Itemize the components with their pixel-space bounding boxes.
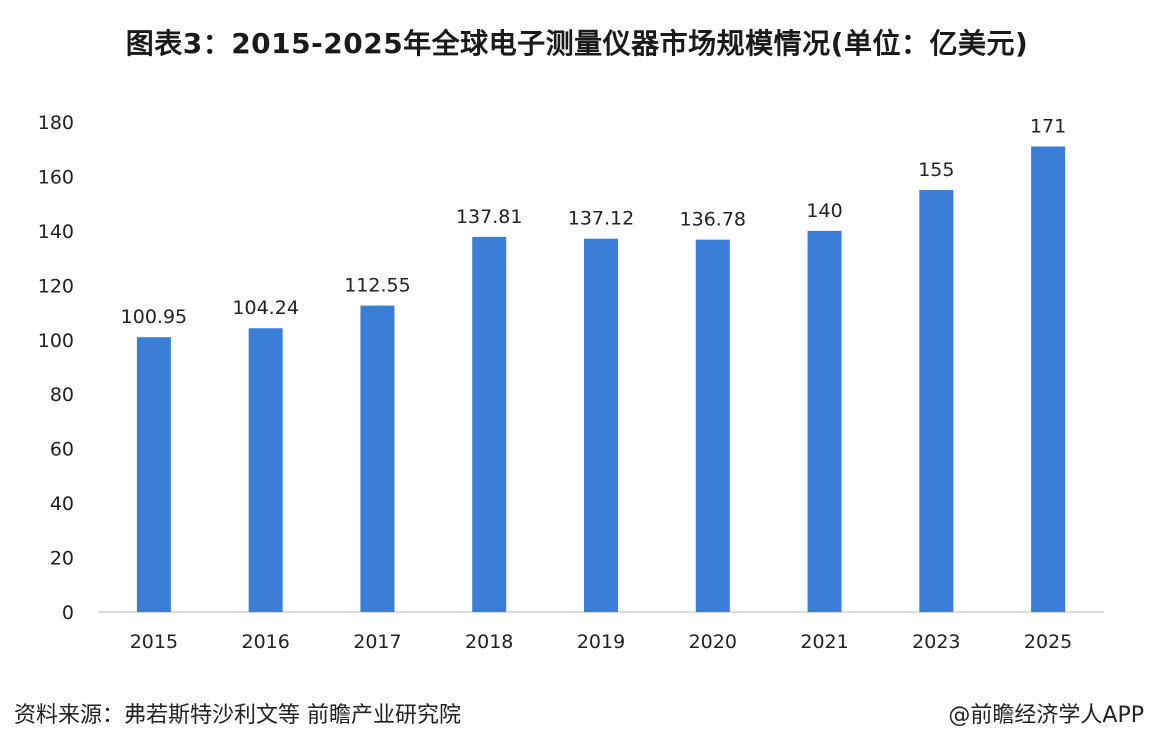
bar-2015 xyxy=(136,337,171,612)
x-tick-label: 2021 xyxy=(800,631,848,653)
y-tick-label: 140 xyxy=(38,221,74,243)
data-labels: 100.95 104.24 112.55 137.81 137.12 136.78 140 1… xyxy=(121,116,1067,329)
x-tick-label: 2016 xyxy=(241,631,289,653)
data-label-2020: 136.78 xyxy=(680,209,746,231)
y-tick-label: 60 xyxy=(50,439,74,461)
data-label-2018: 137.81 xyxy=(456,206,522,228)
source-note: 资料来源：弗若斯特沙利文等 前瞻产业研究院 xyxy=(14,703,461,728)
x-axis: 2015 2016 2017 2018 2019 2020 2021 2023 2025 xyxy=(130,631,1073,653)
x-tick-label: 2020 xyxy=(689,631,737,653)
bar-2020 xyxy=(695,239,730,612)
chart-title: 图表3：2015-2025年全球电子测量仪器市场规模情况(单位：亿美元) xyxy=(125,27,1029,60)
y-tick-label: 100 xyxy=(38,330,74,352)
y-tick-label: 20 xyxy=(50,548,74,570)
x-tick-label: 2025 xyxy=(1024,631,1072,653)
x-tick-label: 2015 xyxy=(130,631,178,653)
bar-2021 xyxy=(807,230,842,612)
x-tick-label: 2019 xyxy=(577,631,625,653)
x-tick-label: 2017 xyxy=(353,631,401,653)
data-label-2016: 104.24 xyxy=(232,297,298,319)
y-tick-label: 40 xyxy=(50,493,74,515)
data-label-2023: 155 xyxy=(918,159,954,181)
y-tick-label: 80 xyxy=(50,384,74,406)
y-axis: 0 20 40 60 80 100 120 140 160 180 xyxy=(38,112,74,624)
bar-2017 xyxy=(360,305,395,612)
bar-series xyxy=(136,146,1066,613)
y-tick-label: 120 xyxy=(38,275,74,297)
data-label-2017: 112.55 xyxy=(344,275,410,297)
data-label-2019: 137.12 xyxy=(568,208,634,230)
y-tick-label: 180 xyxy=(38,112,74,134)
x-tick-label: 2018 xyxy=(465,631,513,653)
y-tick-label: 0 xyxy=(62,602,74,624)
bar-2023 xyxy=(919,190,954,613)
bar-2025 xyxy=(1031,146,1066,612)
bar-2018 xyxy=(472,236,507,612)
credit-note: @前瞻经济学人APP xyxy=(948,703,1144,728)
bar-2016 xyxy=(248,328,283,612)
y-tick-label: 160 xyxy=(38,166,74,188)
bar-2019 xyxy=(584,238,618,612)
data-label-2021: 140 xyxy=(806,200,842,222)
data-label-2025: 171 xyxy=(1030,116,1066,138)
x-tick-label: 2023 xyxy=(912,631,960,653)
data-label-2015: 100.95 xyxy=(121,306,187,328)
